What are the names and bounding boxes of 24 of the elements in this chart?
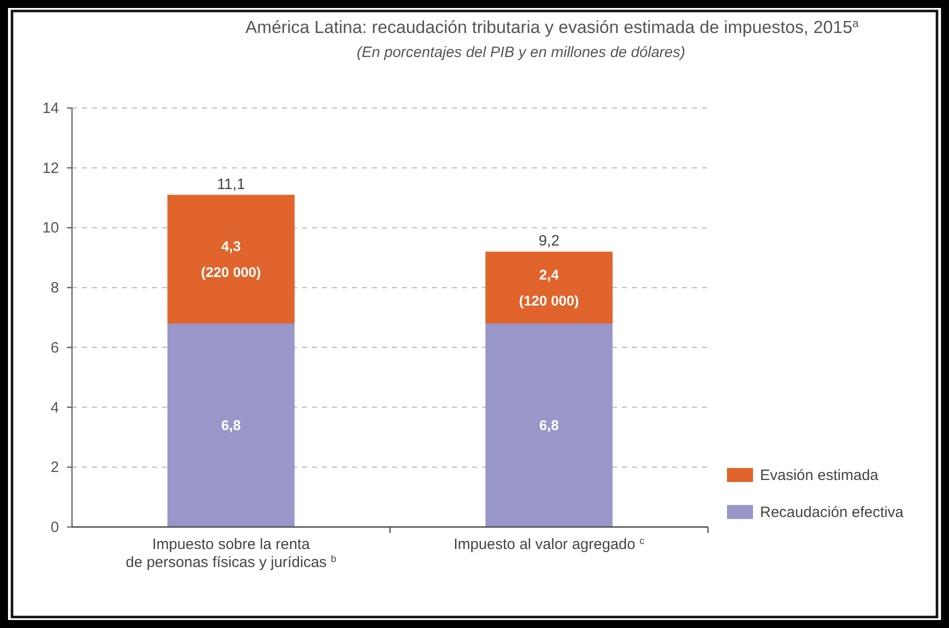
x-tick-label: Impuesto al valor agregado $^{c}$ <box>454 536 645 553</box>
x-tick-label: Impuesto sobre la renta de personas físicas y jurídicas $^{b}$ <box>126 536 337 571</box>
y-tick-label: 4 <box>50 399 59 416</box>
y-tick-label: 0 <box>50 519 59 536</box>
y-tick-label: 12 <box>42 160 59 177</box>
y-tick-label: 2 <box>50 459 59 476</box>
chart-title: América Latina: recaudación tributaria y evasión estimada de impuestos, 2015$^{a}$ <box>245 17 860 37</box>
data-label: 6,8 <box>221 417 241 434</box>
y-tick-label: 8 <box>50 280 59 297</box>
legend-label: Recaudación efectiva <box>760 504 904 521</box>
y-tick-label: 10 <box>42 220 59 237</box>
data-label: 4,3 (220 000) <box>201 238 261 280</box>
bar <box>167 194 295 324</box>
chart-subtitle: (En porcentajes del PIB y en millones de dólares) <box>356 44 686 61</box>
y-tick-label: 14 <box>42 100 59 117</box>
legend-label: Evasión estimada <box>760 467 880 484</box>
y-tick-label: 6 <box>50 339 59 356</box>
data-label: 6,8 <box>539 417 559 434</box>
total-label: 9,2 <box>538 232 560 250</box>
bar <box>167 323 295 527</box>
bar <box>485 252 613 324</box>
bar <box>485 323 613 527</box>
data-label: 2,4 (120 000) <box>519 266 579 309</box>
total-label: 11,1 <box>216 176 246 193</box>
